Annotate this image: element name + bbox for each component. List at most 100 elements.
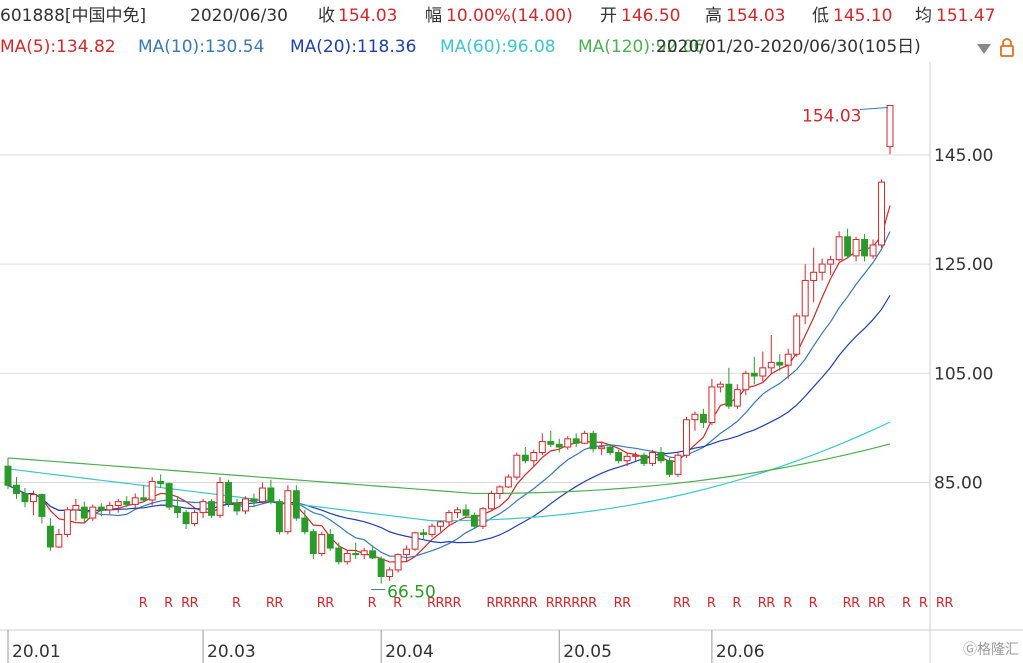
candle-body (733, 389, 741, 407)
candle-body (793, 315, 801, 355)
candle-body (708, 386, 716, 423)
change-value: 10.00%(14.00) (446, 6, 573, 26)
ma20-line (7, 295, 891, 544)
r-mark: R (546, 596, 555, 611)
candle-body (581, 432, 589, 444)
candle (437, 520, 444, 532)
candle (29, 490, 37, 516)
candle-body (759, 367, 767, 377)
ma10-legend: MA(10):130.54 (138, 37, 265, 57)
r-mark: R (486, 596, 495, 611)
candle-body (640, 454, 648, 464)
close-label: 收 (318, 6, 335, 26)
candle (827, 255, 835, 275)
candle (225, 479, 232, 508)
candle-body (301, 517, 309, 533)
candle (123, 496, 131, 508)
candle-body (386, 569, 394, 577)
candle-body (437, 521, 444, 527)
candle (852, 236, 860, 262)
candle (267, 479, 275, 505)
candle-body (267, 487, 275, 503)
r-mark: R (368, 596, 377, 611)
candle-body (649, 452, 657, 464)
candle (547, 430, 555, 448)
candle-body (767, 361, 775, 369)
open-label: 开 (600, 6, 617, 26)
candle-body (479, 508, 487, 527)
candle-body (844, 236, 852, 257)
candle-body (827, 259, 835, 265)
avg-value: 151.47 (936, 6, 996, 26)
candle (258, 482, 266, 505)
candle-body (487, 492, 495, 510)
candle-body (394, 554, 402, 571)
candle-body (335, 547, 343, 563)
low-price-label: 66.50 (387, 583, 436, 603)
candle-body (250, 498, 258, 503)
candle (606, 444, 614, 456)
candle-body (445, 512, 453, 523)
candle (750, 356, 758, 385)
candle-body (725, 383, 733, 407)
candle-body (63, 509, 71, 535)
candle (878, 179, 885, 248)
dropdown-icon[interactable] (977, 44, 991, 54)
candle (682, 417, 690, 458)
candle-body (360, 550, 368, 556)
candle (793, 313, 801, 357)
y-tick-label-3: 145.00 (934, 146, 993, 166)
r-mark: R (181, 596, 190, 611)
r-mark: R (783, 596, 792, 611)
candle-body (403, 548, 411, 556)
candle-body (835, 236, 843, 261)
r-mark: R (452, 596, 461, 611)
candle (250, 493, 258, 508)
r-mark: R (427, 596, 436, 611)
lock-icon[interactable] (1000, 38, 1014, 57)
candle (640, 452, 648, 467)
candle (776, 354, 784, 371)
candle-body (191, 512, 199, 525)
candle-body (470, 514, 478, 527)
y-tick-label-0: 85.00 (934, 474, 983, 494)
y-tick-label-2: 125.00 (934, 255, 993, 275)
r-mark: R (681, 596, 690, 611)
quote-date: 2020/06/30 (190, 6, 288, 26)
candle (445, 509, 453, 527)
candle (182, 509, 190, 529)
candle (632, 452, 640, 461)
candle (97, 503, 105, 517)
candle (844, 228, 852, 259)
candle-body (632, 454, 640, 457)
x-tick-label-2: 20.04 (385, 642, 434, 662)
r-mark: R (317, 596, 326, 611)
candle (165, 482, 173, 510)
date-range[interactable]: 2020/01/20-2020/06/30(105日) (656, 37, 921, 57)
candle (759, 351, 767, 382)
candle-body (776, 361, 784, 366)
candle (309, 528, 317, 559)
r-mark: R (851, 596, 860, 611)
stock-symbol[interactable]: 601888[中国中免] (0, 6, 147, 26)
candle-body (521, 454, 529, 462)
candle-body (869, 244, 877, 257)
candle-body (4, 465, 12, 486)
ma120-legend: MA(120):92.06 (578, 37, 705, 57)
candle (581, 430, 589, 445)
candle-body (80, 506, 88, 519)
candle-body (564, 438, 572, 448)
chart-grid (0, 62, 1023, 663)
candle-body (801, 279, 809, 317)
candle-body (199, 501, 207, 514)
candle-body (538, 441, 546, 454)
ma-legend-bar: MA(5):134.82 MA(10):130.54 MA(20):118.36… (0, 34, 1023, 62)
ma20-legend: MA(20):118.36 (290, 37, 417, 57)
candle-body (157, 480, 165, 485)
low-label: 低 (812, 6, 829, 26)
r-mark: R (944, 596, 953, 611)
candle (394, 553, 402, 573)
candle-body (657, 452, 665, 462)
candle (861, 234, 869, 262)
candle-body (420, 532, 428, 535)
